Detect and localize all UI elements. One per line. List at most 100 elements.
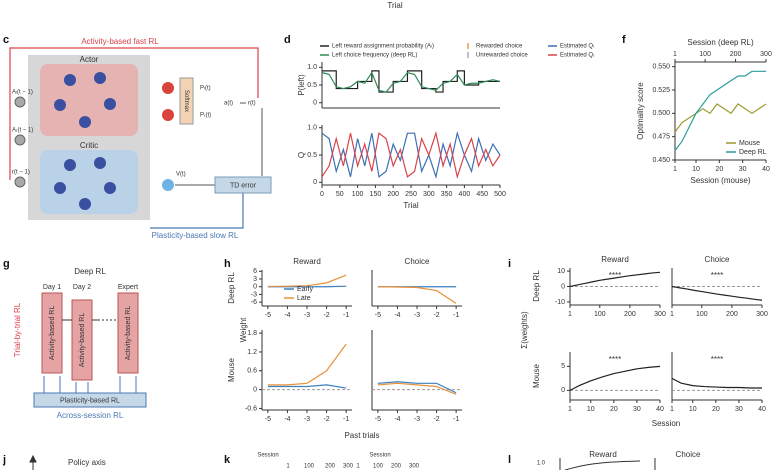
input-label: r(t − 1) (12, 170, 30, 176)
legend-label: Early (297, 286, 313, 293)
x-tick-label: 450 (476, 191, 488, 198)
series-line (671, 377, 762, 389)
x-tick-label: 1 (670, 406, 674, 413)
x-tick-label: 30 (735, 406, 743, 413)
x2-tick-label: 200 (730, 51, 742, 58)
panel-label: f (622, 34, 626, 46)
series-line (569, 365, 661, 391)
session-label: Session (369, 453, 390, 459)
x-tick-label: -3 (304, 312, 310, 319)
y-tick-label: 0.5 (307, 82, 317, 89)
fast-loop (9, 47, 259, 180)
y-tick-label: 0 (561, 387, 565, 394)
series-line (377, 286, 457, 304)
x-tick-label: -5 (375, 416, 381, 423)
x-tick-label: -5 (375, 312, 381, 319)
panel-label: j (2, 454, 6, 466)
y-tick-label: 0 (313, 179, 317, 186)
y-axis-label: Q (297, 152, 306, 158)
slow-loop (150, 193, 244, 229)
y-tick-label: 5 (561, 363, 565, 370)
y-tick-label: 1.8 (247, 330, 257, 337)
panel-label: h (224, 258, 231, 270)
x-tick-label: 150 (370, 191, 382, 198)
x-tick-label: 20 (712, 406, 720, 413)
x-tick-label: -1 (453, 312, 459, 319)
diagram-c: Activity-based fast RL Actor Critic Aₗ(t… (9, 37, 272, 240)
y-axis-label: Σ(weights) (520, 311, 529, 349)
x-tick-label: -1 (343, 416, 349, 423)
x-axis-label: Session (mouse) (690, 176, 750, 185)
x-tick-label: 300 (654, 311, 666, 318)
y-tick-label: 0 (253, 284, 257, 291)
x-tick-label: 200 (387, 191, 399, 198)
series-line (377, 381, 457, 394)
panel-label: i (508, 258, 511, 270)
x2-tick-label: 300 (760, 51, 772, 58)
y-tick-label: 0 (313, 100, 317, 107)
box-label: Activity-based RL (125, 306, 132, 361)
plasticity-label: Plasticity-based RL (60, 397, 120, 404)
y-axis-label: Weight (239, 317, 248, 343)
day-label: Day 1 (43, 284, 61, 291)
y-tick-label: 0.525 (652, 87, 670, 94)
partial-axes (559, 458, 656, 470)
legend-label: Estimated Qₗ (560, 44, 594, 50)
value-node (162, 179, 174, 191)
x-tick-label: -1 (343, 312, 349, 319)
x-tick-label: 30 (739, 166, 747, 173)
legend-label: Unrewarded choice (476, 53, 528, 59)
x-tick-label: 40 (656, 406, 664, 413)
x-tick-label: 300 (756, 311, 768, 318)
series-line (674, 103, 767, 133)
across-label: Across-session RL (57, 411, 124, 420)
x-tick-label: 10 (692, 166, 700, 173)
subplot-title: Choice (705, 255, 730, 264)
legend-label: Left choice frequency (deep RL) (332, 53, 417, 59)
day-box (117, 292, 139, 374)
softmax-label: Softmax (183, 90, 189, 112)
side-label: Trial-by-trial RL (13, 302, 22, 357)
x-tick-label: 500 (494, 191, 506, 198)
x-tick-label: -3 (414, 416, 420, 423)
day-box (41, 292, 63, 374)
y-tick-label: 10 (557, 268, 565, 275)
softmax-box (179, 77, 194, 125)
x-tick-label: -4 (394, 312, 400, 319)
y-tick-label: 1.0 (307, 125, 317, 132)
x-tick-label: 300 (423, 191, 435, 198)
series-line (674, 70, 766, 152)
y-tick-label: 6 (253, 268, 257, 275)
y-tick-label: 1.2 (247, 349, 257, 356)
x-axis-label: Session (652, 419, 680, 428)
y-tick-label: 0.5 (307, 152, 317, 159)
fast-rl-label: Activity-based fast RL (81, 37, 159, 46)
row-label: Deep RL (227, 272, 236, 304)
input-label: Aₗ(t − 1) (12, 90, 33, 96)
legend-label: Left reward assignment probability (Aₗ) (332, 44, 434, 50)
tick-label: 1 (286, 464, 290, 470)
y-tick-label: 0.6 (247, 368, 257, 375)
tick-label: 200 (325, 464, 336, 470)
panel-label: c (3, 34, 9, 46)
tick-label: 300 (343, 464, 354, 470)
series-line (267, 343, 347, 386)
panel-label: k (224, 454, 231, 466)
legend-label: Late (297, 295, 311, 302)
y-tick-label: 0.475 (652, 134, 670, 141)
legend-label: Deep RL (739, 149, 767, 156)
panel-label: g (3, 258, 10, 270)
x-tick-label: -2 (433, 416, 439, 423)
row-label: Mouse (532, 363, 541, 388)
legend-label: Rewarded choice (476, 44, 523, 50)
panel-label: d (284, 34, 291, 46)
x-tick-label: 1 (670, 311, 674, 318)
y-tick-label: 1.0 (307, 64, 317, 71)
annotation: **** (609, 355, 621, 364)
annotation: **** (609, 271, 621, 280)
output-node (162, 109, 174, 121)
box-label: Activity-based RL (49, 306, 56, 361)
x-tick-label: 1 (673, 166, 677, 173)
day-box (71, 299, 93, 381)
x-tick-label: 1 (568, 406, 572, 413)
